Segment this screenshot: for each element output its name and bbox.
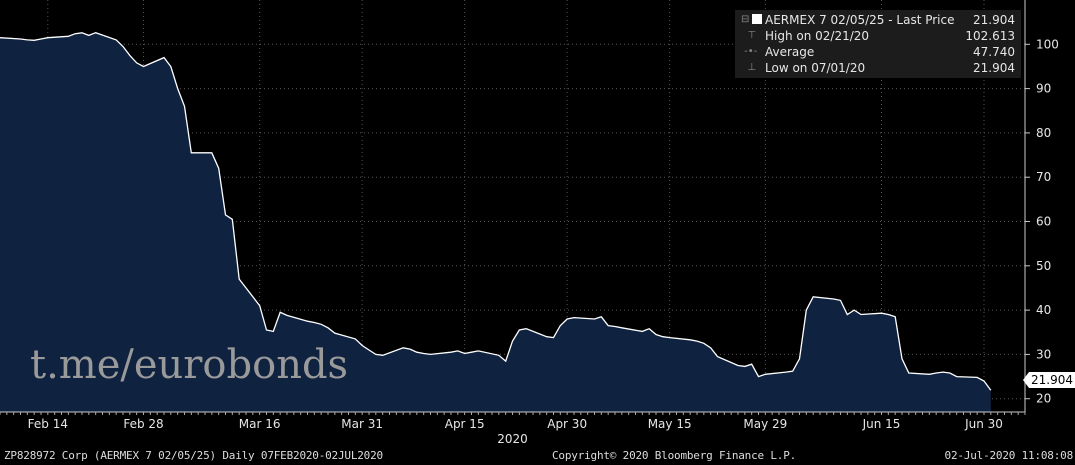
y-tick-label: 50	[1036, 259, 1051, 273]
last-price-arrow	[1023, 372, 1029, 388]
legend-title: AERMEX 7 02/05/25 - Last Price	[765, 13, 955, 27]
price-line	[0, 32, 992, 391]
y-tick-label: 80	[1036, 126, 1051, 140]
legend-row-last: ⊟ AERMEX 7 02/05/25 - Last Price 21.904	[735, 12, 1021, 28]
y-tick-label: 60	[1036, 215, 1051, 229]
footer-copyright: Copyright© 2020 Bloomberg Finance L.P.	[552, 449, 797, 462]
y-tick-label: 70	[1036, 170, 1051, 184]
x-tick-label: Feb 28	[123, 417, 163, 431]
price-area	[0, 32, 991, 412]
x-tick-label: Apr 30	[547, 417, 587, 431]
legend-row-low: ⊥ Low on 07/01/20 21.904	[735, 60, 1021, 76]
y-axis-ticks: 20 30 40 50 60 70 80 90 100	[1025, 37, 1059, 406]
legend-average-label: Average	[765, 45, 815, 59]
x-tick-label: Mar 31	[341, 417, 383, 431]
y-tick-label: 40	[1036, 303, 1051, 317]
y-tick-label: 20	[1036, 392, 1051, 406]
x-tick-label: Mar 16	[239, 417, 281, 431]
last-price-label: 21.904	[1029, 372, 1075, 388]
x-axis-ticks: Feb 14 Feb 28 Mar 16 Mar 31 Apr 15 Apr 30 May …	[0, 412, 1026, 446]
x-tick-label: Feb 14	[28, 417, 68, 431]
legend-row-high: ⊤ High on 02/21/20 102.613	[735, 28, 1021, 44]
y-tick-label: 30	[1036, 347, 1051, 361]
x-tick-label: Jun 15	[862, 417, 901, 431]
x-tick-label: May 29	[743, 417, 787, 431]
legend-high-value: 102.613	[965, 29, 1015, 43]
legend-low-value: 21.904	[973, 61, 1015, 75]
y-tick-label: 90	[1036, 82, 1051, 96]
legend-swatch	[752, 14, 762, 24]
legend-high-label: High on 02/21/20	[765, 29, 870, 43]
watermark-text: t.me/eurobonds	[30, 342, 349, 388]
high-marker-icon: ⊤	[741, 30, 757, 41]
x-tick-label: Jun 30	[964, 417, 1003, 431]
y-tick-label: 100	[1036, 37, 1059, 51]
low-marker-icon: ⊥	[741, 62, 757, 73]
x-tick-label: May 15	[648, 417, 692, 431]
legend-row-average: -•- Average 47.740	[735, 44, 1021, 60]
footer-security: ZP828972 Corp (AERMEX 7 02/05/25) Daily …	[4, 449, 383, 462]
legend-panel: ⊟ AERMEX 7 02/05/25 - Last Price 21.904 …	[735, 10, 1021, 78]
legend-title-value: 21.904	[973, 13, 1015, 27]
x-tick-label: Apr 15	[445, 417, 485, 431]
legend-collapse-icon[interactable]: ⊟	[741, 14, 750, 25]
x-year-label: 2020	[497, 432, 528, 446]
legend-low-label: Low on 07/01/20	[765, 61, 866, 75]
average-marker-icon: -•-	[741, 46, 758, 57]
footer-timestamp: 02-Jul-2020 11:08:08	[944, 449, 1074, 462]
legend-average-value: 47.740	[973, 45, 1015, 59]
